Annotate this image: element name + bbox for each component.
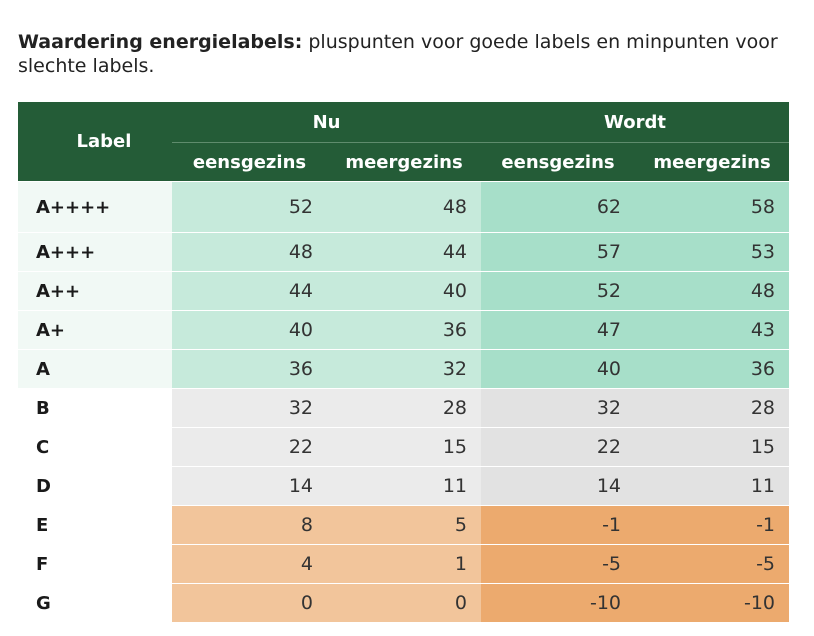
future-multi-family-cell: 43	[635, 310, 790, 350]
table-body: A++++ 52 48 62 58 A+++ 48 44 57 53 A++ 44 40 52 48 A+ 40…	[18, 181, 790, 623]
future-multi-family-cell: 15	[635, 427, 790, 467]
future-multi-family-cell: 48	[635, 271, 790, 311]
label-cell: E	[18, 505, 172, 545]
now-multi-family-cell: 36	[327, 310, 482, 350]
label-cell: A	[18, 349, 172, 389]
future-single-family-cell: 14	[481, 466, 636, 506]
now-single-family-cell: 4	[172, 544, 327, 584]
label-cell: A+++	[18, 232, 172, 272]
now-single-family-cell: 22	[172, 427, 327, 467]
now-multi-family-cell: 40	[327, 271, 482, 311]
now-single-family-cell: 36	[172, 349, 327, 389]
now-multi-family-cell: 44	[327, 232, 482, 272]
future-single-family-cell: 47	[481, 310, 636, 350]
table-row: F 4 1 -5 -5	[18, 544, 790, 584]
now-single-family-cell: 8	[172, 505, 327, 545]
now-single-family-cell: 14	[172, 466, 327, 506]
future-multi-family-cell: 11	[635, 466, 790, 506]
table-row: D 14 11 14 11	[18, 466, 790, 506]
table-row: A+ 40 36 47 43	[18, 310, 790, 350]
table-row: G 0 0 -10 -10	[18, 583, 790, 623]
future-single-family-cell: 62	[481, 181, 636, 233]
future-multi-family-cell: 36	[635, 349, 790, 389]
table-row: B 32 28 32 28	[18, 388, 790, 428]
future-multi-family-cell: -1	[635, 505, 790, 545]
label-cell: F	[18, 544, 172, 584]
future-single-family-cell: 52	[481, 271, 636, 311]
now-single-family-cell: 0	[172, 583, 327, 623]
future-multi-family-cell: 53	[635, 232, 790, 272]
energy-label-table: Label Nu Wordt eensgezins meergezins een…	[18, 102, 790, 623]
now-multi-family-cell: 0	[327, 583, 482, 623]
table-header: Label Nu Wordt eensgezins meergezins een…	[18, 102, 790, 182]
table-row: E 8 5 -1 -1	[18, 505, 790, 545]
now-multi-family-header: meergezins	[327, 142, 482, 182]
now-multi-family-cell: 5	[327, 505, 482, 545]
future-single-family-cell: 57	[481, 232, 636, 272]
future-multi-family-cell: -10	[635, 583, 790, 623]
label-cell: C	[18, 427, 172, 467]
future-single-family-cell: -5	[481, 544, 636, 584]
table-row: A++ 44 40 52 48	[18, 271, 790, 311]
caption-title: Waardering energielabels:	[18, 31, 303, 53]
header-sub-row: eensgezins meergezins eensgezins meergez…	[18, 142, 790, 182]
future-multi-family-cell: 28	[635, 388, 790, 428]
now-multi-family-cell: 32	[327, 349, 482, 389]
now-multi-family-cell: 1	[327, 544, 482, 584]
label-cell: D	[18, 466, 172, 506]
now-group-header: Nu	[172, 102, 482, 143]
future-single-family-cell: 32	[481, 388, 636, 428]
future-multi-family-cell: 58	[635, 181, 790, 233]
label-column-header: Label	[18, 102, 172, 182]
now-multi-family-cell: 11	[327, 466, 482, 506]
now-single-family-cell: 44	[172, 271, 327, 311]
table-row: A+++ 48 44 57 53	[18, 232, 790, 272]
now-multi-family-cell: 48	[327, 181, 482, 233]
now-single-family-cell: 52	[172, 181, 327, 233]
now-single-family-header: eensgezins	[172, 142, 327, 182]
now-single-family-cell: 32	[172, 388, 327, 428]
label-cell: G	[18, 583, 172, 623]
future-multi-family-header: meergezins	[635, 142, 790, 182]
future-single-family-cell: -1	[481, 505, 636, 545]
label-cell: B	[18, 388, 172, 428]
now-single-family-cell: 48	[172, 232, 327, 272]
future-multi-family-cell: -5	[635, 544, 790, 584]
table-row: C 22 15 22 15	[18, 427, 790, 467]
header-group-row: Label Nu Wordt	[18, 102, 790, 182]
future-single-family-cell: -10	[481, 583, 636, 623]
caption-text: pluspunten voor goede labels en minpunte…	[18, 31, 778, 77]
label-cell: A+	[18, 310, 172, 350]
now-single-family-cell: 40	[172, 310, 327, 350]
future-single-family-cell: 40	[481, 349, 636, 389]
label-cell: A++++	[18, 181, 172, 233]
future-group-header: Wordt	[481, 102, 790, 143]
table-row: A 36 32 40 36	[18, 349, 790, 389]
table-row: A++++ 52 48 62 58	[18, 181, 790, 233]
label-cell: A++	[18, 271, 172, 311]
table-caption: Waardering energielabels: pluspunten voo…	[18, 30, 778, 78]
future-single-family-cell: 22	[481, 427, 636, 467]
now-multi-family-cell: 15	[327, 427, 482, 467]
now-multi-family-cell: 28	[327, 388, 482, 428]
future-single-family-header: eensgezins	[481, 142, 636, 182]
